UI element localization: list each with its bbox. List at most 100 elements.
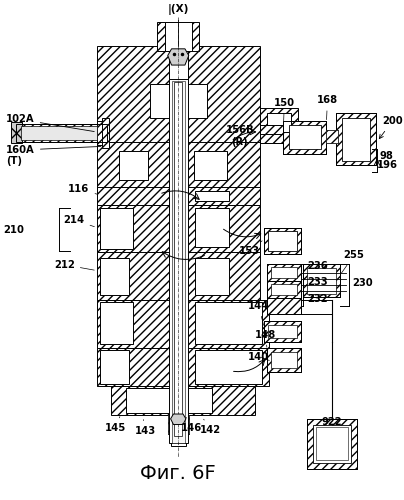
Bar bbox=[267, 281, 301, 298]
Text: (R): (R) bbox=[231, 136, 248, 146]
Text: 156B: 156B bbox=[226, 125, 255, 135]
Text: 153: 153 bbox=[238, 241, 262, 256]
Bar bbox=[21, 126, 97, 140]
Polygon shape bbox=[168, 49, 189, 65]
Bar bbox=[97, 46, 169, 146]
Bar bbox=[97, 204, 169, 252]
Bar bbox=[100, 302, 133, 344]
Bar bbox=[267, 264, 301, 281]
Text: 150: 150 bbox=[274, 98, 295, 124]
Bar bbox=[97, 142, 169, 190]
Bar bbox=[165, 22, 191, 50]
Text: 255: 255 bbox=[341, 250, 364, 273]
Bar bbox=[267, 298, 301, 314]
Text: Фиг. 6F: Фиг. 6F bbox=[140, 464, 216, 483]
Bar bbox=[149, 84, 207, 117]
Text: 145: 145 bbox=[105, 416, 126, 433]
Bar bbox=[188, 204, 259, 252]
Bar bbox=[119, 151, 147, 180]
Bar bbox=[172, 82, 185, 442]
Bar bbox=[97, 300, 269, 348]
Text: 98: 98 bbox=[380, 151, 394, 161]
Bar bbox=[100, 208, 133, 248]
Bar bbox=[259, 130, 284, 143]
Bar bbox=[284, 120, 326, 154]
Bar bbox=[169, 46, 188, 94]
Bar bbox=[264, 322, 301, 342]
Bar bbox=[16, 124, 107, 142]
Bar bbox=[169, 80, 188, 442]
Bar bbox=[267, 348, 301, 372]
Text: 144: 144 bbox=[248, 301, 269, 326]
Text: 146: 146 bbox=[181, 418, 202, 433]
Bar bbox=[307, 268, 336, 293]
Bar bbox=[284, 120, 326, 154]
Text: 236: 236 bbox=[307, 261, 328, 271]
Text: 233: 233 bbox=[307, 277, 328, 287]
Bar bbox=[336, 113, 376, 166]
Bar bbox=[259, 126, 284, 134]
Bar bbox=[264, 228, 301, 254]
Bar bbox=[289, 126, 321, 149]
Text: 116: 116 bbox=[68, 184, 97, 194]
Bar bbox=[313, 424, 351, 463]
Bar bbox=[188, 252, 259, 300]
Bar bbox=[267, 113, 291, 132]
Bar bbox=[267, 298, 301, 314]
Bar bbox=[264, 322, 301, 342]
Bar bbox=[267, 281, 301, 298]
Bar bbox=[271, 284, 297, 296]
Text: 102A: 102A bbox=[6, 114, 94, 132]
Bar bbox=[196, 192, 229, 201]
Bar bbox=[336, 113, 376, 166]
Text: 148: 148 bbox=[255, 330, 276, 347]
Bar bbox=[196, 350, 262, 384]
Bar bbox=[112, 386, 255, 415]
Bar bbox=[271, 352, 297, 368]
Bar bbox=[168, 415, 189, 434]
Bar bbox=[126, 388, 212, 413]
Polygon shape bbox=[170, 414, 186, 424]
Bar bbox=[264, 228, 301, 254]
Bar bbox=[267, 264, 301, 281]
Bar bbox=[307, 419, 357, 469]
Bar bbox=[175, 82, 182, 436]
Bar bbox=[168, 415, 189, 434]
Bar bbox=[259, 108, 298, 137]
Text: 160A: 160A bbox=[6, 145, 101, 155]
Bar bbox=[194, 151, 227, 180]
Bar bbox=[196, 208, 229, 246]
Bar bbox=[97, 252, 169, 300]
Bar bbox=[342, 118, 370, 160]
Text: 200: 200 bbox=[379, 116, 402, 138]
Text: 142: 142 bbox=[200, 419, 221, 435]
Bar bbox=[268, 232, 297, 250]
Bar bbox=[196, 302, 262, 344]
Bar bbox=[11, 122, 22, 144]
Bar bbox=[303, 264, 340, 298]
Bar bbox=[188, 46, 259, 146]
Text: |(X): |(X) bbox=[168, 4, 189, 16]
Bar bbox=[97, 120, 107, 146]
Text: 214: 214 bbox=[63, 215, 95, 226]
Bar bbox=[188, 188, 259, 204]
Bar bbox=[271, 267, 297, 278]
Bar bbox=[303, 264, 340, 298]
Bar bbox=[100, 350, 128, 384]
Bar bbox=[307, 419, 357, 469]
Bar bbox=[157, 22, 199, 50]
Text: 922: 922 bbox=[322, 417, 343, 427]
Bar bbox=[268, 325, 297, 338]
Bar bbox=[170, 434, 186, 446]
Bar bbox=[326, 130, 338, 143]
Bar bbox=[267, 348, 301, 372]
Bar bbox=[316, 428, 348, 460]
Bar bbox=[100, 258, 128, 294]
Text: (T): (T) bbox=[6, 156, 22, 166]
Text: 168: 168 bbox=[317, 96, 338, 120]
Bar bbox=[259, 130, 284, 143]
Text: 232: 232 bbox=[307, 294, 328, 304]
Text: 210: 210 bbox=[3, 224, 24, 234]
Text: 212: 212 bbox=[54, 260, 94, 270]
Text: 196: 196 bbox=[377, 160, 398, 170]
